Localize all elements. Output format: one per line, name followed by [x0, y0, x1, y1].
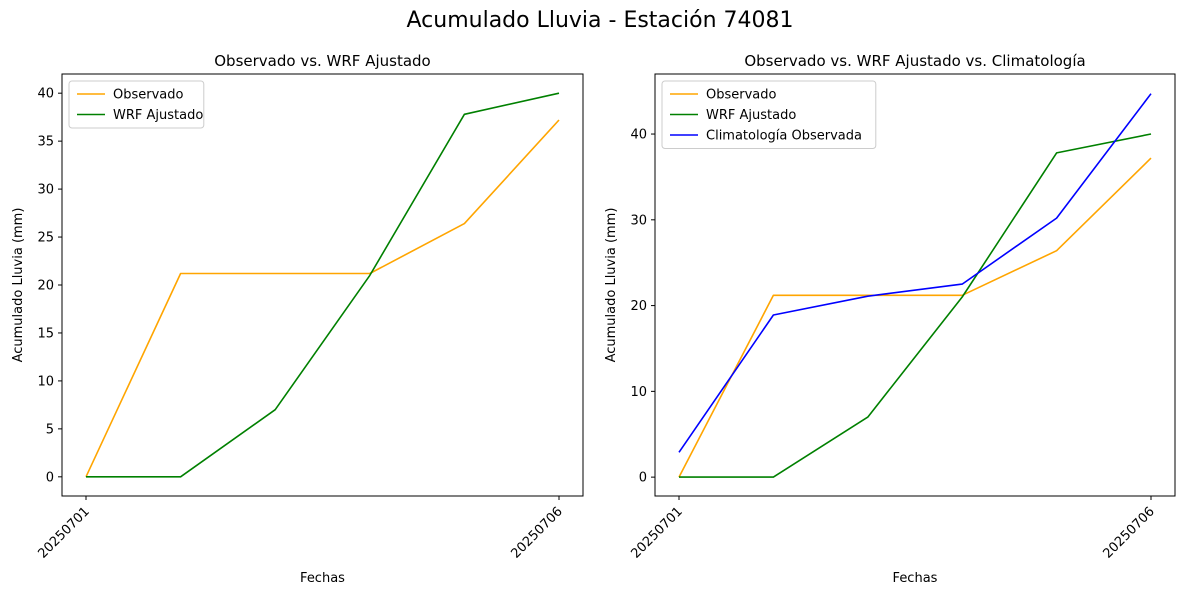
y-tick-label: 30 — [37, 183, 54, 198]
legend: Observado WRF Ajustado Climatología Observ… — [661, 80, 877, 149]
y-tick-label: 20 — [630, 299, 647, 314]
series-line-wrf-ajustado — [679, 133, 1152, 478]
series-line-wrf-ajustado — [86, 92, 560, 478]
series-line-observado — [85, 119, 560, 478]
y-tick-label: 0 — [639, 471, 647, 486]
x-tick-label: 20250706 — [508, 504, 565, 561]
y-tick-label: 40 — [630, 128, 647, 143]
chart-panel-2: Observado vs. WRF Ajustado vs. Climatolo… — [604, 52, 1176, 586]
y-tick-label: 25 — [37, 231, 54, 246]
legend-label: WRF Ajustado — [706, 108, 796, 123]
y-tick-label: 15 — [37, 326, 54, 341]
legend-label: Observado — [113, 88, 184, 103]
x-tick-label: 20250701 — [35, 504, 92, 561]
legend-label: WRF Ajustado — [113, 108, 203, 123]
y-tick-label: 40 — [37, 87, 54, 102]
y-tick-label: 20 — [37, 279, 54, 294]
y-tick-label: 30 — [630, 213, 647, 228]
y-axis-label: Acumulado Lluvia (mm) — [11, 208, 26, 363]
chart-title: Observado vs. WRF Ajustado vs. Climatolo… — [744, 52, 1085, 70]
x-axis-label: Fechas — [300, 571, 345, 586]
x-tick-label: 20250701 — [628, 504, 685, 561]
y-tick-label: 5 — [46, 422, 54, 437]
series-line-observado — [678, 157, 1152, 478]
y-tick-label: 0 — [46, 470, 54, 485]
y-tick-label: 35 — [37, 135, 54, 150]
x-axis-label: Fechas — [893, 571, 938, 586]
y-axis-label: Acumulado Lluvia (mm) — [604, 208, 619, 363]
x-tick-label: 20250706 — [1100, 504, 1157, 561]
legend-box — [661, 80, 877, 149]
y-tick-label: 10 — [630, 385, 647, 400]
series-line-climatolog-a-observada — [678, 93, 1152, 453]
axes-frame — [654, 73, 1176, 497]
legend: Observado WRF Ajustado — [68, 80, 205, 129]
chart-title: Observado vs. WRF Ajustado — [214, 52, 430, 70]
chart-panel-1: Observado vs. WRF Ajustado 0 5 10 15 20 25 30 35… — [11, 52, 584, 586]
legend-label: Observado — [706, 88, 777, 103]
y-tick-label: 10 — [37, 374, 54, 389]
legend-box — [68, 80, 205, 129]
legend-label: Climatología Observada — [706, 129, 862, 144]
axes-frame — [61, 73, 584, 497]
figure-title: Acumulado Lluvia - Estación 74081 — [406, 8, 794, 33]
